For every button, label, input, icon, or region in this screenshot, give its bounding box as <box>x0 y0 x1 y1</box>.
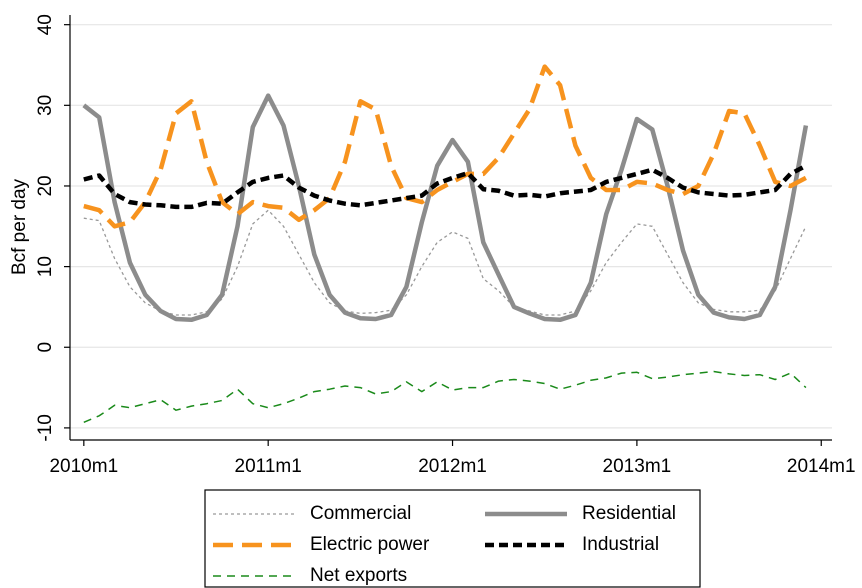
y-tick-label: 30 <box>35 95 56 116</box>
y-tick-label: -10 <box>35 414 56 441</box>
series-line <box>83 209 807 316</box>
legend-label: Electric power <box>310 534 430 555</box>
x-tick-label: 2013m1 <box>603 456 672 477</box>
legend-label: Industrial <box>582 534 659 555</box>
y-tick-label: 40 <box>35 14 56 35</box>
y-tick-label: 20 <box>35 175 56 196</box>
legend-box <box>204 489 701 588</box>
x-tick-label: 2010m1 <box>49 456 118 477</box>
series-line <box>83 64 807 229</box>
y-axis-label: Bcf per day <box>9 178 30 275</box>
grid <box>70 24 832 429</box>
legend-label: Residential <box>582 503 676 524</box>
x-tick-label: 2012m1 <box>418 456 487 477</box>
x-tick-label: 2014m1 <box>787 456 856 477</box>
series-line <box>82 93 809 323</box>
legend-label: Commercial <box>310 503 411 524</box>
y-tick-label: 10 <box>35 256 56 277</box>
y-tick-label: 0 <box>35 342 56 353</box>
x-tick-label: 2011m1 <box>235 456 302 477</box>
series-line <box>83 370 807 423</box>
legend-label: Net exports <box>310 565 407 586</box>
series-line <box>83 163 807 210</box>
